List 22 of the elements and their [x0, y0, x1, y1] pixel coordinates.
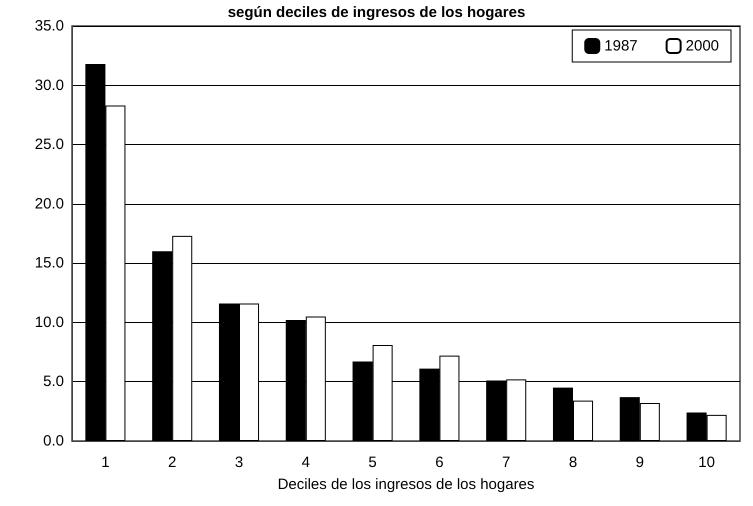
x-tick-label: 4 — [302, 454, 310, 471]
x-tick-label: 3 — [234, 454, 244, 471]
legend-label: 2000 — [686, 38, 720, 54]
x-tick-label: 8 — [568, 454, 578, 471]
x-tick-label: 2 — [168, 454, 176, 471]
x-tick-label: 1 — [101, 454, 110, 471]
legend-label: 1987 — [604, 38, 638, 54]
y-tick-label: 30.0 — [34, 76, 64, 94]
x-tick-label: 9 — [636, 454, 644, 471]
y-tick-label: 5.0 — [43, 373, 64, 390]
y-tick-label: 25.0 — [34, 136, 64, 154]
x-tick-label: 7 — [502, 454, 510, 471]
chart-title: según deciles de ingresos de los hogares — [228, 4, 526, 21]
x-axis-title: Deciles de los ingresos de los hogares — [278, 476, 534, 493]
x-tick-label: 10 — [698, 454, 715, 471]
y-tick-label: 20.0 — [34, 195, 64, 212]
y-tick-label: 15.0 — [34, 254, 64, 272]
y-tick-label: 35.0 — [34, 18, 64, 34]
x-tick-label: 6 — [435, 454, 444, 471]
y-tick-label: 10.0 — [34, 314, 64, 331]
y-tick-label: 0.0 — [43, 432, 64, 450]
x-tick-label: 5 — [368, 454, 377, 471]
